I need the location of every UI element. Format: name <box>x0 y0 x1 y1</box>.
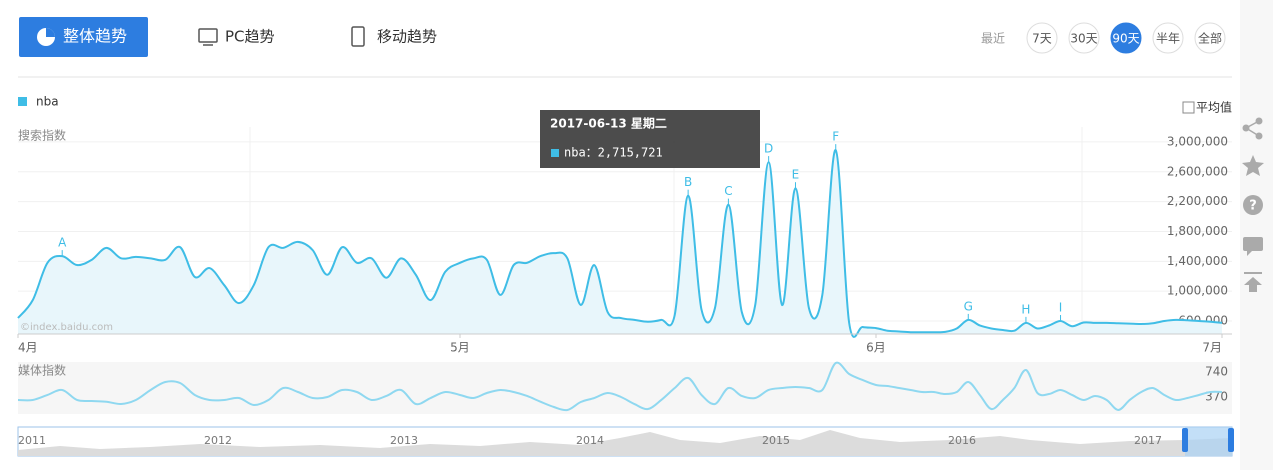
y-tick-label: 1,000,000 <box>1167 284 1228 298</box>
range-overview <box>18 430 1232 456</box>
tooltip-bg <box>540 110 760 168</box>
range-handle[interactable] <box>1228 428 1234 452</box>
chart-title: 搜索指数 <box>18 128 66 143</box>
period-button[interactable] <box>1194 22 1226 54</box>
year-label: 2016 <box>948 434 976 447</box>
tooltip-swatch <box>551 149 559 157</box>
y-tick-label: 740 <box>1205 365 1228 379</box>
average-toggle[interactable]: 平均值 <box>1196 100 1232 115</box>
tab-overall[interactable]: 整体趋势 <box>19 17 148 57</box>
range-handle[interactable] <box>1182 428 1188 452</box>
range-selection[interactable] <box>1185 427 1232 456</box>
legend-swatch <box>18 97 27 106</box>
media-panel-bg <box>18 362 1232 414</box>
annotation-label: A <box>58 236 67 250</box>
tooltip-title: 2017-06-13 星期二 <box>550 116 667 131</box>
monitor-icon <box>198 28 218 43</box>
period-button[interactable] <box>1068 22 1100 54</box>
back-top-icon[interactable] <box>1244 277 1262 292</box>
tab-pc[interactable]: PC趋势 <box>198 28 275 46</box>
x-tick-label: 5月 <box>450 341 470 355</box>
period-button[interactable] <box>1152 22 1184 54</box>
annotation-label: B <box>684 175 692 189</box>
period-button[interactable] <box>1110 22 1142 54</box>
star-icon[interactable] <box>1242 155 1264 176</box>
year-label: 2015 <box>762 434 790 447</box>
tab-label: 移动趋势 <box>377 28 437 46</box>
year-label: 2013 <box>390 434 418 447</box>
annotation-label: G <box>964 299 973 313</box>
tooltip-text: nba：2,715,721 <box>564 146 663 160</box>
tab-label: 整体趋势 <box>63 27 127 46</box>
annotation-label: C <box>724 184 732 198</box>
help-icon[interactable] <box>1243 195 1263 215</box>
media-index-chart: 370 740 <box>17 361 1228 412</box>
comment-icon[interactable] <box>1243 237 1263 251</box>
share-icon[interactable] <box>1242 117 1263 140</box>
y-tick-label: 3,000,000 <box>1167 134 1228 148</box>
annotation-label: E <box>792 168 800 182</box>
y-tick-label: 370 <box>1205 390 1228 404</box>
sidebar-icons: ? <box>1242 117 1264 292</box>
phone-icon <box>351 26 365 47</box>
tab-label: PC趋势 <box>225 28 275 46</box>
range-years: 2011 2012 2013 2014 2015 2016 2017 <box>18 434 1162 447</box>
pie-icon-slice <box>46 28 55 37</box>
legend-label[interactable]: nba <box>36 95 59 109</box>
y-tick-label: 1,400,000 <box>1167 254 1228 268</box>
help-glyph: ? <box>1249 199 1257 214</box>
y-tick-label: 2,600,000 <box>1167 164 1228 178</box>
checkbox[interactable] <box>1182 101 1195 114</box>
x-tick-label: 4月 <box>18 341 38 355</box>
period-label: 30天 <box>1070 32 1097 46</box>
period-label: 全部 <box>1198 31 1222 46</box>
period-label: 半年 <box>1156 32 1180 46</box>
period-label: 最近 <box>981 32 1005 46</box>
media-title: 媒体指数 <box>18 363 66 378</box>
watermark: ©index.baidu.com <box>20 322 113 333</box>
annotation-label: F <box>832 130 839 144</box>
x-tick-label: 7月 <box>1202 341 1222 355</box>
y-tick-label: 1,800,000 <box>1167 224 1228 238</box>
line <box>17 149 1223 338</box>
period-buttons: 7天 30天 90天 半年 全部 <box>1026 22 1226 54</box>
year-label: 2017 <box>1134 434 1162 447</box>
year-label: 2014 <box>576 434 604 447</box>
tooltip: 2017-06-13 星期二 nba：2,715,721 <box>540 110 760 168</box>
tab-bg <box>19 17 148 57</box>
area <box>18 150 1222 337</box>
period-label: 7天 <box>1032 32 1052 46</box>
tab-mobile[interactable]: 移动趋势 <box>351 26 437 47</box>
period-label: 90天 <box>1112 32 1139 46</box>
annotation-label: I <box>1059 301 1063 315</box>
line <box>17 361 1223 412</box>
annotation-label: D <box>764 142 773 156</box>
year-label: 2012 <box>204 434 232 447</box>
comment-tail <box>1247 251 1252 256</box>
year-label: 2011 <box>18 434 46 447</box>
y-tick-label: 2,200,000 <box>1167 194 1228 208</box>
sidebar <box>1240 0 1273 470</box>
annotation-label: H <box>1021 302 1030 316</box>
x-tick-label: 6月 <box>866 341 886 355</box>
period-button[interactable] <box>1026 22 1058 54</box>
